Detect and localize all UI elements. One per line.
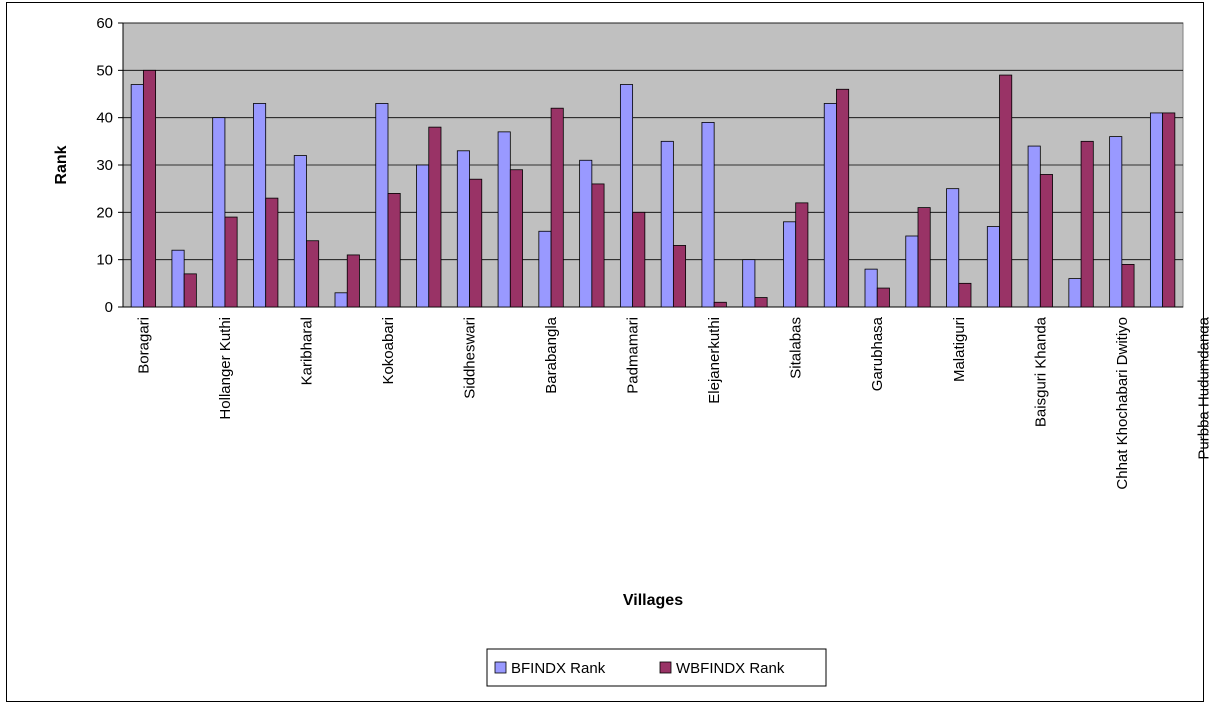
bar-bfindx xyxy=(823,103,837,308)
bar-wbfindx xyxy=(1162,112,1176,308)
bar-wbfindx xyxy=(183,273,197,308)
bar-wbfindx xyxy=(387,192,401,308)
x-tick-label: Karibharal xyxy=(298,317,315,385)
y-tick-label: 0 xyxy=(105,299,113,316)
legend-swatch-wbfindx xyxy=(659,661,672,674)
y-tick-label: 60 xyxy=(96,15,113,32)
x-tick-label: Sitalabas xyxy=(788,317,805,379)
bar-wbfindx xyxy=(550,107,564,308)
legend-label-wbfindx: WBFINDX Rank xyxy=(676,660,785,677)
bar-bfindx xyxy=(783,221,797,308)
x-tick-label: Purbba Hudumdanga xyxy=(1195,316,1209,459)
x-tick-label: Kokoabari xyxy=(380,317,397,385)
bar-wbfindx xyxy=(836,88,850,308)
y-axis-title: Rank xyxy=(53,145,70,184)
bar-wbfindx xyxy=(1080,140,1094,308)
legend xyxy=(486,648,827,687)
bar-wbfindx xyxy=(672,245,687,308)
bar-bfindx xyxy=(1068,278,1082,308)
bar-wbfindx xyxy=(876,287,890,308)
bar-wbfindx xyxy=(713,301,727,308)
bar-bfindx xyxy=(1109,136,1123,308)
bar-bfindx xyxy=(130,84,144,308)
bar-bfindx xyxy=(375,103,389,308)
x-tick-label: Chhat Khochabari Dwitiyo xyxy=(1114,317,1131,490)
y-tick-label: 30 xyxy=(96,157,113,174)
bar-bfindx xyxy=(579,159,593,308)
bar-bfindx xyxy=(619,84,634,308)
bar-wbfindx xyxy=(754,297,768,308)
bar-wbfindx xyxy=(224,216,238,308)
bar-bfindx xyxy=(456,150,470,308)
bar-bfindx xyxy=(864,268,878,308)
y-tick-label: 10 xyxy=(96,252,113,269)
x-tick-label: Boragari xyxy=(135,317,152,374)
bar-bfindx xyxy=(212,117,226,308)
bar-wbfindx xyxy=(509,169,523,308)
bar-bfindx xyxy=(416,164,430,308)
x-tick-label: Padmamari xyxy=(625,317,642,394)
bar-bfindx xyxy=(334,292,348,308)
bar-wbfindx xyxy=(999,74,1013,308)
bar-wbfindx xyxy=(265,197,279,308)
legend-swatch-bfindx xyxy=(494,661,507,674)
legend-label-bfindx: BFINDX Rank xyxy=(511,660,606,677)
y-tick-label: 20 xyxy=(96,204,113,221)
bar-wbfindx xyxy=(306,240,320,308)
bar-bfindx xyxy=(171,249,185,308)
bar-wbfindx xyxy=(795,202,809,308)
y-tick-label: 50 xyxy=(96,62,113,79)
x-tick-label: Siddheswari xyxy=(462,317,479,399)
bar-wbfindx xyxy=(958,282,972,308)
bar-wbfindx xyxy=(1121,263,1135,308)
bar-wbfindx xyxy=(428,126,442,308)
bar-bfindx xyxy=(905,235,919,308)
bar-wbfindx xyxy=(469,178,483,308)
x-tick-label: Baisguri Khanda xyxy=(1032,316,1049,427)
bar-bfindx xyxy=(497,131,511,308)
bar-bfindx xyxy=(1149,112,1164,308)
bar-wbfindx xyxy=(591,183,605,308)
bar-bfindx xyxy=(742,259,756,308)
x-axis-title: Villages xyxy=(623,592,683,609)
y-tick-label: 40 xyxy=(96,110,113,127)
bar-bfindx xyxy=(946,188,960,308)
bar-wbfindx xyxy=(142,69,157,308)
bar-wbfindx xyxy=(917,207,931,308)
bar-bfindx xyxy=(538,230,552,308)
x-tick-label: Garubhasa xyxy=(869,316,886,391)
bar-bfindx xyxy=(701,122,715,308)
x-tick-label: Hollanger Kuthi xyxy=(217,317,234,420)
bar-wbfindx xyxy=(1039,174,1053,308)
bar-wbfindx xyxy=(632,211,646,308)
bar-bfindx xyxy=(293,155,307,308)
x-tick-label: Elejanerkuthi xyxy=(706,317,723,404)
x-tick-label: Barabangla xyxy=(543,316,560,393)
x-tick-label: Malatiguri xyxy=(951,317,968,382)
bar-bfindx xyxy=(253,103,267,308)
bar-bfindx xyxy=(660,140,674,308)
bar-bfindx xyxy=(986,226,1000,308)
bar-wbfindx xyxy=(346,254,360,308)
bar-bfindx xyxy=(1027,145,1041,308)
